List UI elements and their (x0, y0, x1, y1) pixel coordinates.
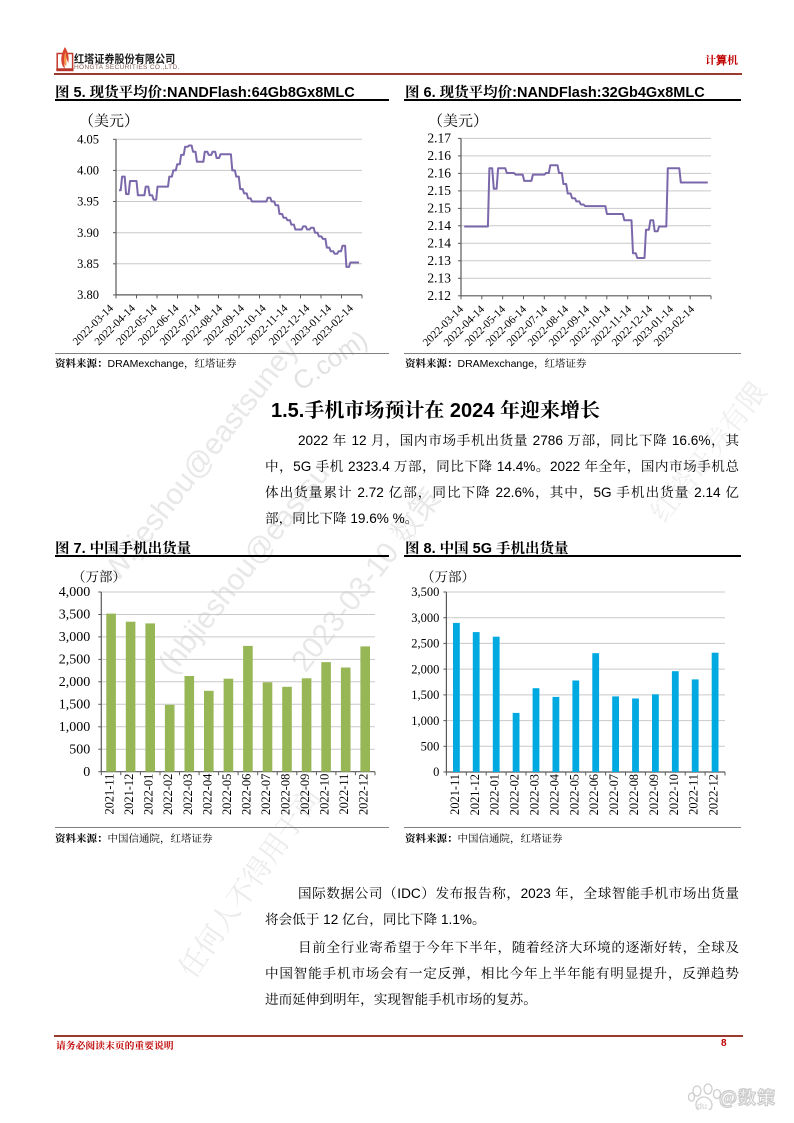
svg-text:2021-12: 2021-12 (468, 774, 482, 815)
svg-text:2,500: 2,500 (411, 637, 439, 651)
svg-text:3.85: 3.85 (77, 257, 99, 271)
svg-text:2,000: 2,000 (59, 675, 91, 690)
svg-text:500: 500 (69, 742, 90, 757)
svg-text:2.14: 2.14 (427, 236, 451, 251)
svg-text:0: 0 (83, 765, 90, 780)
svg-text:2022-04: 2022-04 (200, 774, 214, 815)
svg-text:2.17: 2.17 (427, 131, 451, 146)
svg-text:2022-10: 2022-10 (667, 774, 681, 815)
svg-text:2.16: 2.16 (427, 148, 451, 163)
svg-text:2022-03: 2022-03 (528, 774, 542, 815)
svg-text:2022-03: 2022-03 (181, 774, 195, 815)
svg-text:2.13: 2.13 (427, 253, 451, 268)
svg-text:4,000: 4,000 (59, 585, 91, 600)
svg-text:1,000: 1,000 (411, 714, 439, 728)
svg-text:2022-12: 2022-12 (707, 774, 721, 815)
svg-text:2.15: 2.15 (427, 183, 451, 198)
svg-text:2,000: 2,000 (411, 662, 439, 676)
svg-text:2022-07: 2022-07 (259, 774, 273, 815)
svg-text:2021-12: 2021-12 (122, 774, 136, 815)
svg-text:2021-11: 2021-11 (103, 774, 117, 815)
svg-text:2.12: 2.12 (427, 288, 451, 303)
svg-text:（万部）: （万部） (72, 566, 126, 586)
svg-text:3,000: 3,000 (411, 611, 439, 625)
svg-text:2022-06: 2022-06 (239, 774, 253, 815)
svg-text:0: 0 (433, 765, 439, 779)
svg-text:500: 500 (421, 740, 440, 754)
svg-text:（美元）: （美元） (79, 110, 139, 131)
svg-text:2022-08: 2022-08 (279, 774, 293, 815)
svg-text:2022-06: 2022-06 (587, 774, 601, 815)
svg-text:2022-05: 2022-05 (567, 774, 581, 815)
svg-text:2022-02: 2022-02 (161, 774, 175, 815)
svg-text:1,500: 1,500 (59, 698, 91, 713)
svg-text:1,000: 1,000 (59, 720, 91, 735)
svg-text:2022-12: 2022-12 (357, 774, 371, 815)
svg-text:1,500: 1,500 (411, 688, 439, 702)
svg-text:3.90: 3.90 (77, 226, 99, 240)
svg-text:2022-11: 2022-11 (337, 774, 351, 815)
svg-text:2.14: 2.14 (427, 218, 451, 233)
svg-text:2.15: 2.15 (427, 201, 451, 216)
svg-text:（美元）: （美元） (428, 110, 488, 131)
svg-text:2.13: 2.13 (427, 271, 451, 286)
svg-text:2022-04: 2022-04 (547, 774, 561, 815)
svg-text:2022-10: 2022-10 (318, 774, 332, 815)
svg-text:2022-11: 2022-11 (687, 774, 701, 815)
svg-text:3.80: 3.80 (77, 288, 99, 302)
svg-text:3.95: 3.95 (77, 195, 99, 209)
svg-text:4.00: 4.00 (77, 164, 99, 178)
svg-text:4.05: 4.05 (77, 133, 99, 147)
svg-text:2022-02: 2022-02 (508, 774, 522, 815)
svg-text:3,500: 3,500 (411, 585, 439, 599)
svg-text:2.16: 2.16 (427, 166, 451, 181)
svg-text:（万部）: （万部） (421, 566, 475, 586)
svg-text:2022-09: 2022-09 (298, 774, 312, 815)
svg-text:2021-11: 2021-11 (448, 774, 462, 815)
svg-text:2022-05: 2022-05 (220, 774, 234, 815)
svg-text:2022-01: 2022-01 (142, 774, 156, 815)
svg-text:2022-08: 2022-08 (627, 774, 641, 815)
svg-text:3,500: 3,500 (59, 608, 91, 623)
svg-text:3,000: 3,000 (59, 630, 91, 645)
svg-text:2,500: 2,500 (59, 653, 91, 668)
svg-text:2022-09: 2022-09 (647, 774, 661, 815)
svg-text:2022-01: 2022-01 (488, 774, 502, 815)
svg-text:du: du (697, 1101, 707, 1110)
svg-text:2022-07: 2022-07 (607, 774, 621, 815)
